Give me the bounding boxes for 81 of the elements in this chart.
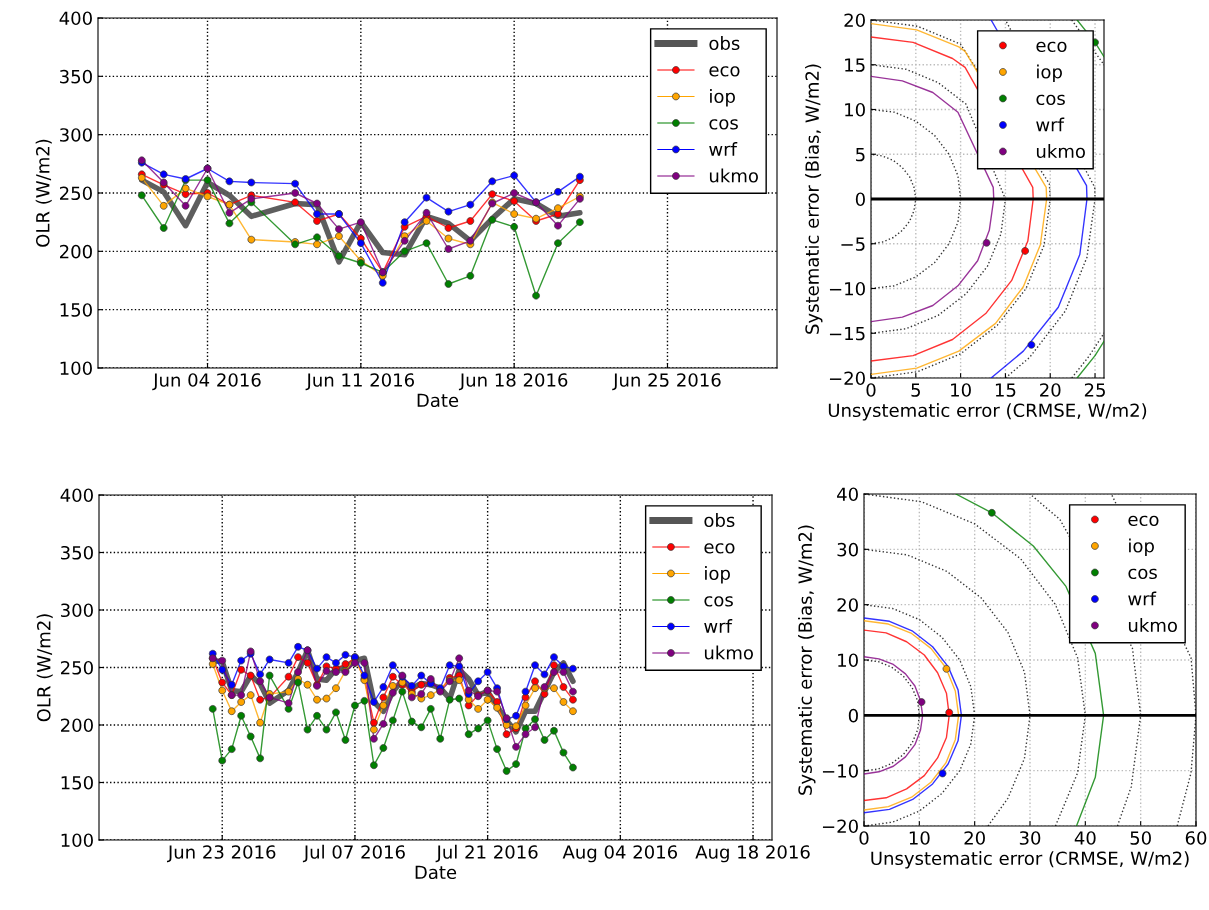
x-tick-label: Jun 11 2016 [305,373,415,391]
y-tick-label: 300 [61,603,93,618]
y-axis-title: Systematic error (Bias, W/m2) [798,525,816,795]
y-tick-label: 20 [844,13,865,28]
y-tick-label: 10 [838,653,858,668]
x-tick-label: 40 [1074,831,1096,845]
x-tick-label: Jun 04 2016 [152,373,261,391]
x-axis-title: Date [415,865,457,880]
x-tick-label: 30 [1019,831,1041,845]
legend-label: wrf [709,142,738,156]
y-tick-label: 30 [837,542,858,557]
x-tick-label: 60 [1185,831,1207,845]
legend-label: eco [704,543,735,554]
x-tick-label: 10 [909,831,930,845]
y-tick-label: 400 [60,488,93,503]
legend-label: obs [709,36,740,51]
legend-label: wrf [1036,117,1065,132]
legend-label: ukmo [709,168,758,183]
y-tick-label: 200 [60,244,92,259]
y-axis-title: Systematic error (Bias, W/m2) [805,64,823,334]
legend-label: ukmo [704,645,753,660]
x-tick-label: 25 [1084,383,1105,397]
legend-label: eco [1036,41,1067,53]
y-tick-label: 5 [856,147,865,162]
y-tick-label: 0 [855,192,865,207]
x-tick-label: 50 [1130,831,1151,845]
y-tick-label: 300 [60,128,92,142]
legend-label: iop [710,89,735,107]
y-tick-label: 350 [60,69,92,84]
x-tick-label: 0 [866,383,876,397]
legend-label: obs [704,513,735,528]
y-tick-label: −15 [829,326,865,341]
x-tick-label: Jul 07 2016 [302,844,405,863]
y-tick-label: 250 [61,660,93,675]
x-tick-label: 5 [911,383,920,397]
y-axis-title: OLR (W/m2) [36,614,53,722]
x-axis-title: Unsystematic error (CRMSE, W/m2) [871,851,1189,869]
y-tick-label: 150 [60,303,92,317]
x-axis-title: Unsystematic error (CRMSE, W/m2) [828,403,1147,421]
x-tick-label: 15 [995,383,1016,397]
x-tick-label: Aug 18 2016 [695,845,810,863]
y-tick-label: 200 [61,718,93,733]
x-tick-label: Jun 18 2016 [458,373,568,391]
x-tick-label: 20 [1040,383,1061,397]
x-tick-label: 10 [951,383,971,397]
y-tick-label: 350 [61,545,93,560]
y-tick-label: 0 [848,708,858,723]
y-tick-label: −10 [822,764,858,778]
legend-label: wrf [704,619,733,633]
y-tick-label: −20 [829,371,865,386]
legend-label: eco [1128,515,1159,527]
legend-label: ukmo [1128,618,1177,633]
y-tick-label: 400 [59,11,92,26]
x-tick-label: 20 [964,831,985,845]
legend-label: cos [709,119,738,130]
legend-label: ukmo [1036,144,1085,159]
legend-label: cos [704,596,733,607]
legend-label: eco [709,66,740,77]
x-tick-label: Jul 21 2016 [435,844,538,863]
legend-label: cos [1036,94,1065,106]
legend-label: iop [705,566,730,584]
legend-label: iop [1129,538,1154,557]
y-tick-label: 250 [60,186,92,201]
y-tick-label: 15 [845,58,865,72]
x-axis-title: Date [417,393,459,408]
x-tick-label: Jun 23 2016 [166,845,276,863]
legend-label: wrf [1128,591,1157,606]
legend-label: iop [1037,64,1062,83]
y-tick-label: 40 [837,487,858,502]
y-tick-label: −20 [822,819,858,834]
y-tick-label: 10 [845,102,865,117]
x-tick-label: Jun 25 2016 [612,373,721,391]
y-tick-label: 100 [60,361,92,376]
x-tick-label: Aug 04 2016 [562,845,678,863]
legend-label: cos [1128,568,1157,580]
y-axis-title: OLR (W/m2) [35,139,52,247]
y-tick-label: −5 [841,237,865,251]
y-tick-label: 20 [837,598,858,612]
y-tick-label: −10 [829,281,865,296]
y-tick-label: 150 [61,775,93,790]
y-tick-label: 100 [61,833,93,848]
